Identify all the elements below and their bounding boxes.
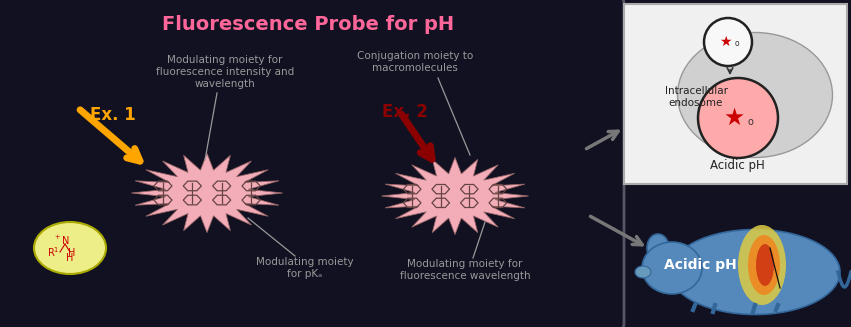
Text: Acidic pH: Acidic pH <box>664 258 736 272</box>
Circle shape <box>704 18 752 66</box>
Text: ★: ★ <box>723 106 745 130</box>
Ellipse shape <box>677 32 832 158</box>
Ellipse shape <box>748 235 780 295</box>
Text: Intracellular
endosome: Intracellular endosome <box>665 86 728 108</box>
Text: Acidic pH: Acidic pH <box>710 159 764 171</box>
Polygon shape <box>381 158 528 234</box>
Text: Ex. 2: Ex. 2 <box>382 103 428 121</box>
Text: o: o <box>734 40 740 48</box>
Text: Fluorescence Probe for pH: Fluorescence Probe for pH <box>162 14 454 33</box>
Ellipse shape <box>647 234 669 262</box>
Text: Ex. 1: Ex. 1 <box>90 106 136 124</box>
Text: o: o <box>747 117 753 127</box>
Text: Modulating moiety for
fluorescence intensity and
wavelength: Modulating moiety for fluorescence inten… <box>156 55 294 89</box>
Text: Modulating moiety for
fluorescence wavelength: Modulating moiety for fluorescence wavel… <box>400 259 530 281</box>
Ellipse shape <box>738 225 786 305</box>
Text: $^+$N: $^+$N <box>54 233 71 247</box>
Ellipse shape <box>635 266 651 278</box>
Text: Conjugation moiety to
macromolecules: Conjugation moiety to macromolecules <box>357 51 473 73</box>
Text: ★: ★ <box>719 35 731 49</box>
Polygon shape <box>131 153 283 232</box>
Circle shape <box>698 78 778 158</box>
Text: H: H <box>66 253 74 263</box>
FancyBboxPatch shape <box>624 4 847 184</box>
Ellipse shape <box>34 222 106 274</box>
Ellipse shape <box>670 230 840 315</box>
Text: Modulating moiety
for pKₐ: Modulating moiety for pKₐ <box>256 257 354 279</box>
Ellipse shape <box>756 244 774 286</box>
Ellipse shape <box>642 242 702 294</box>
FancyBboxPatch shape <box>0 0 624 327</box>
Text: R$^1$   H: R$^1$ H <box>48 245 77 259</box>
